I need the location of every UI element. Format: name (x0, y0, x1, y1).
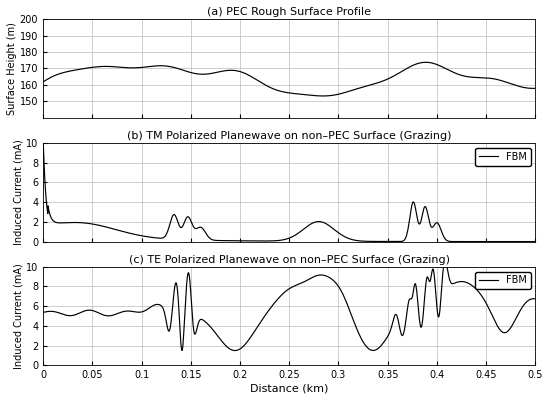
Title: (a) PEC Rough Surface Profile: (a) PEC Rough Surface Profile (207, 7, 371, 17)
Title: (b) TM Polarized Planewave on non–PEC Surface (Grazing): (b) TM Polarized Planewave on non–PEC Su… (127, 131, 452, 141)
Title: (c) TE Polarized Planewave on non–PEC Surface (Grazing): (c) TE Polarized Planewave on non–PEC Su… (129, 254, 450, 264)
Legend: FBM: FBM (475, 272, 531, 289)
Y-axis label: Induced Current (mA): Induced Current (mA) (13, 263, 23, 369)
Legend: FBM: FBM (475, 148, 531, 166)
X-axis label: Distance (km): Distance (km) (250, 383, 328, 393)
Y-axis label: Induced Current (mA): Induced Current (mA) (13, 139, 23, 245)
Y-axis label: Surface Height (m): Surface Height (m) (7, 22, 17, 115)
